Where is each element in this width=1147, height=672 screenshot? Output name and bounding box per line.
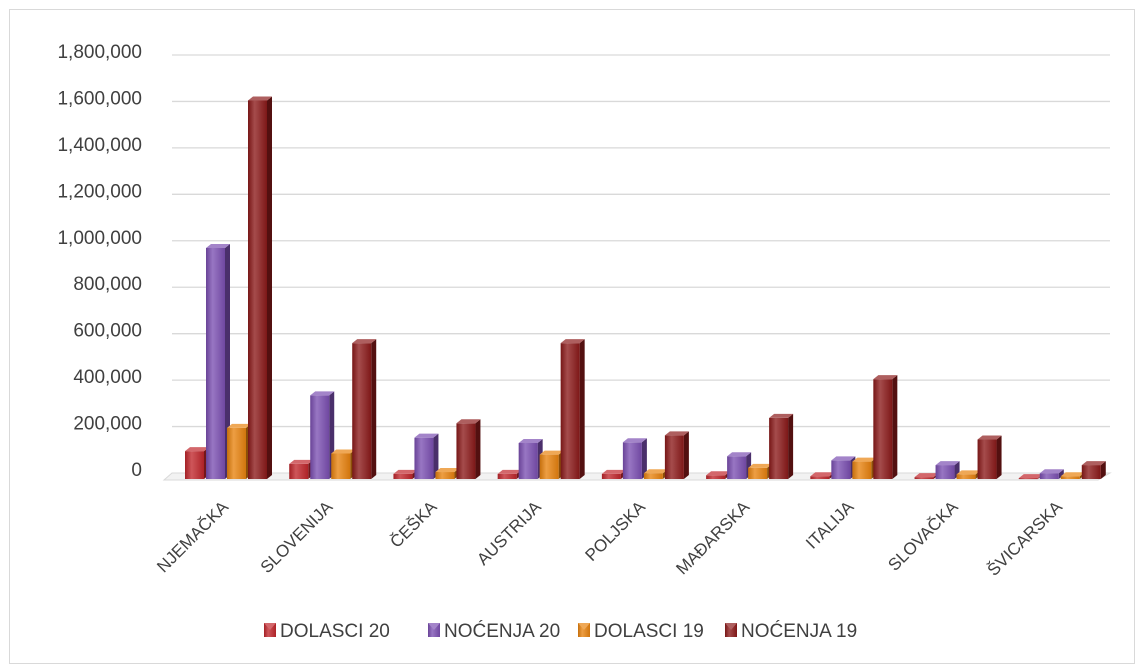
y-tick-label: 1,800,000 <box>57 42 142 63</box>
bar <box>185 447 209 479</box>
gridlines <box>172 54 1110 428</box>
legend-label: DOLASCI 19 <box>594 621 704 642</box>
y-tick-label: 0 <box>131 460 142 481</box>
bar <box>727 452 752 479</box>
bar <box>560 339 585 479</box>
bar <box>227 423 251 479</box>
y-axis-ticks: 0 200,000 400,000 600,000 800,000 1,000,000 1,… <box>57 42 142 481</box>
y-tick-label: 800,000 <box>73 274 142 295</box>
bar <box>435 468 460 479</box>
bars <box>185 96 1106 480</box>
bar <box>769 413 794 479</box>
bar <box>977 435 1002 479</box>
bar <box>289 459 314 479</box>
legend-swatch <box>264 623 276 637</box>
y-tick-label: 600,000 <box>73 321 142 342</box>
legend-swatch <box>578 623 590 637</box>
x-tick-label: SLOVAČKA <box>884 497 962 575</box>
bar <box>393 469 418 479</box>
x-tick-label: ITALIJA <box>802 497 858 553</box>
bar <box>497 469 522 479</box>
x-tick-label: AUSTRIJA <box>473 497 545 569</box>
legend-item: NOĆENJA 19 <box>725 620 857 642</box>
bar <box>414 433 439 479</box>
bar <box>352 339 377 479</box>
bar <box>852 457 877 479</box>
x-tick-label: ŠVICARSKA <box>984 497 1067 580</box>
x-tick-label: SLOVENIJA <box>257 497 337 577</box>
bar <box>456 419 481 479</box>
x-tick-label: NJEMAČKA <box>153 497 232 576</box>
legend: DOLASCI 20 NOĆENJA 20 DOLASCI 19 NOĆENJA 19 <box>264 620 857 642</box>
x-axis-ticks: NJEMAČKA SLOVENIJA ČEŠKA AUSTRIJA POLJSKA MAĐ… <box>153 497 1066 580</box>
bar <box>643 469 668 479</box>
bar <box>601 469 626 479</box>
legend-item: DOLASCI 19 <box>578 621 704 642</box>
legend-label: NOĆENJA 19 <box>741 620 857 642</box>
bar <box>331 449 356 479</box>
bar <box>622 438 647 479</box>
legend-swatch <box>428 623 440 637</box>
legend-item: NOĆENJA 20 <box>428 620 560 642</box>
bar <box>1081 461 1106 479</box>
y-tick-label: 1,600,000 <box>57 88 142 109</box>
bar <box>748 463 773 479</box>
x-tick-label: MAĐARSKA <box>672 497 753 578</box>
chart-area <box>9 9 1135 664</box>
y-tick-label: 1,400,000 <box>57 135 142 156</box>
bar <box>664 431 689 479</box>
bar <box>935 461 960 479</box>
x-tick-label: ČEŠKA <box>386 497 441 552</box>
y-tick-label: 200,000 <box>73 414 142 435</box>
bar <box>831 456 856 479</box>
bar <box>956 470 981 479</box>
bar <box>706 471 731 479</box>
y-tick-label: 1,000,000 <box>57 228 142 249</box>
bar <box>1039 469 1064 479</box>
bar <box>539 450 564 479</box>
legend-label: DOLASCI 20 <box>280 621 390 642</box>
x-tick-label: POLJSKA <box>581 497 649 565</box>
y-tick-label: 1,200,000 <box>57 181 142 202</box>
legend-swatch <box>725 623 737 637</box>
bar <box>873 375 898 479</box>
bar <box>206 243 230 479</box>
legend-item: DOLASCI 20 <box>264 621 390 642</box>
legend-label: NOĆENJA 20 <box>444 620 560 642</box>
bar <box>248 96 272 479</box>
bar <box>518 439 543 479</box>
y-tick-label: 400,000 <box>73 367 142 388</box>
bar <box>310 391 335 479</box>
